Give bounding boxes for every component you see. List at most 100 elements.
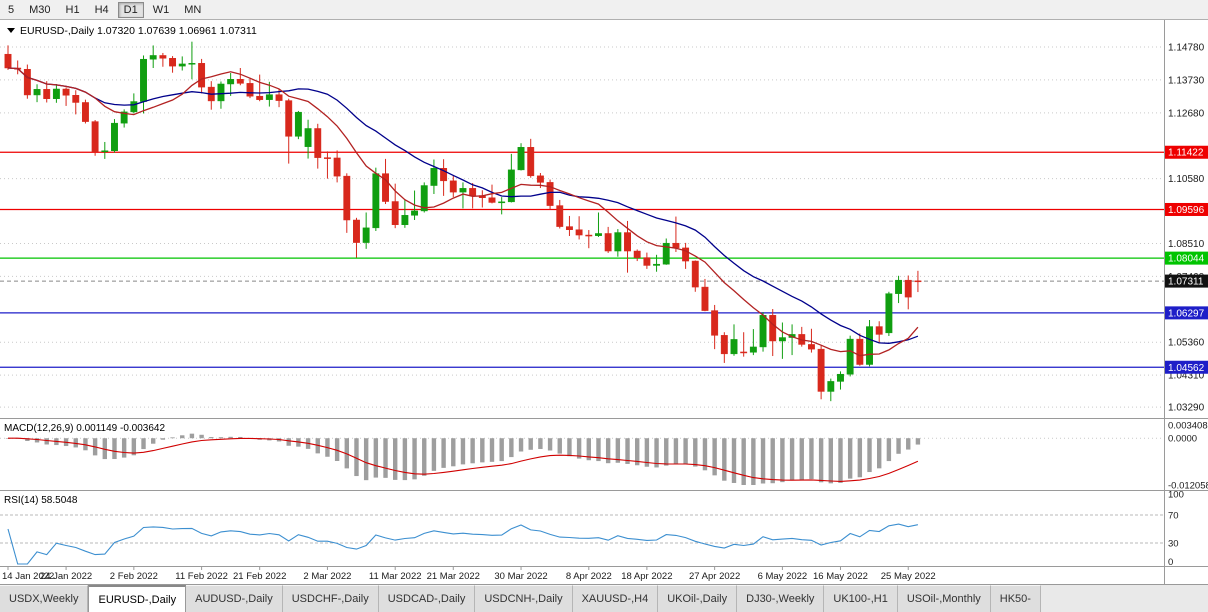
macd-histogram-bar <box>847 438 853 479</box>
candle <box>227 73 235 96</box>
candle <box>449 175 457 198</box>
candle <box>159 52 167 67</box>
macd-histogram-bar <box>625 438 630 464</box>
candle <box>23 64 31 99</box>
macd-histogram-bar <box>799 438 804 480</box>
candle <box>904 275 912 310</box>
date-tick-label: 11 Feb 2022 <box>175 571 228 582</box>
timeframe-button-m5[interactable]: 5 <box>2 2 20 18</box>
timeframe-button-mn[interactable]: MN <box>178 2 207 18</box>
candle <box>130 93 138 114</box>
macd-histogram-bar <box>896 438 901 454</box>
price-level-label <box>1165 251 1208 265</box>
price-tick-label: 1.04310 <box>1168 371 1205 382</box>
candle <box>62 87 70 106</box>
macd-histogram-bar <box>567 438 572 457</box>
symbol-tab-dj30-weekly[interactable]: DJ30-,Weekly <box>737 585 825 612</box>
candle <box>720 332 728 363</box>
ma-20-line <box>7 67 919 344</box>
rsi-axis-label: 100 <box>1168 490 1184 501</box>
macd-histogram-bar <box>344 438 349 469</box>
candle <box>401 199 409 228</box>
candle <box>653 254 661 272</box>
indicator-layer <box>0 433 1164 565</box>
candle <box>459 182 467 209</box>
macd-histogram-bar <box>422 438 427 476</box>
timeframe-button-w1[interactable]: W1 <box>147 2 176 18</box>
svg-text:1.08044: 1.08044 <box>1168 254 1205 265</box>
symbol-tab-eurusd-daily[interactable]: EURUSD-,Daily <box>88 585 187 612</box>
chart-title: EURUSD-,Daily 1.07320 1.07639 1.06961 1.… <box>20 25 257 37</box>
macd-histogram-bar <box>547 438 553 451</box>
macd-histogram-bar <box>557 438 562 454</box>
symbol-tab-usdcad-daily[interactable]: USDCAD-,Daily <box>378 585 476 612</box>
svg-text:1.04562: 1.04562 <box>1168 363 1205 374</box>
candle <box>885 291 893 336</box>
candle <box>614 229 622 257</box>
svg-text:1.09596: 1.09596 <box>1168 205 1205 216</box>
timeframe-button-h4[interactable]: H4 <box>89 2 115 18</box>
macd-histogram-bar <box>180 435 185 439</box>
ma-10-line <box>7 67 919 357</box>
moving-averages-layer <box>7 67 919 357</box>
price-tick-label: 1.08510 <box>1168 239 1205 250</box>
candle <box>91 120 99 156</box>
date-tick-label: 30 Mar 2022 <box>494 571 547 582</box>
timeframe-button-m30[interactable]: M30 <box>23 2 56 18</box>
candle <box>740 332 748 357</box>
timeframe-button-h1[interactable]: H1 <box>60 2 86 18</box>
candle <box>895 275 903 304</box>
candle <box>382 158 389 205</box>
price-tick-label: 1.12680 <box>1168 108 1205 119</box>
macd-histogram-bar <box>383 438 388 478</box>
candle <box>604 226 612 253</box>
candle <box>866 319 873 367</box>
symbol-tab-ukoil-daily[interactable]: UKOil-,Daily <box>658 585 738 612</box>
macd-histogram-bar <box>373 438 379 478</box>
symbol-tab-xauusd-h4[interactable]: XAUUSD-,H4 <box>572 585 659 612</box>
macd-histogram-bar <box>664 438 669 466</box>
timeframe-button-d1[interactable]: D1 <box>117 1 144 18</box>
macd-histogram-bar <box>760 438 766 484</box>
symbol-tab-usoil-monthly[interactable]: USOil-,Monthly <box>897 585 991 612</box>
macd-histogram-bar <box>112 438 117 460</box>
candle <box>643 252 651 269</box>
symbol-tab-hk50[interactable]: HK50- <box>990 585 1041 612</box>
candle <box>662 238 670 265</box>
macd-histogram-bar <box>770 438 775 484</box>
symbol-tab-usdx-weekly[interactable]: USDX,Weekly <box>0 585 89 612</box>
date-tick-label: 11 Mar 2022 <box>369 571 422 582</box>
macd-histogram-bar <box>499 438 504 462</box>
candle <box>682 242 690 269</box>
macd-histogram-bar <box>722 438 727 481</box>
chart-area[interactable]: 1.147801.137301.126801.105801.085101.074… <box>0 20 1208 584</box>
candle <box>856 333 864 366</box>
macd-histogram-bar <box>644 438 650 467</box>
candle <box>595 212 602 237</box>
candle <box>101 141 109 159</box>
symbol-tab-audusd-daily[interactable]: AUDUSD-,Daily <box>186 585 283 612</box>
price-tick-label: 1.14780 <box>1168 43 1205 54</box>
candle <box>430 159 438 194</box>
symbol-tab-usdchf-daily[interactable]: USDCHF-,Daily <box>282 585 379 612</box>
macd-histogram-bar <box>518 438 524 452</box>
macd-histogram-bar <box>586 438 591 461</box>
candle <box>440 159 448 196</box>
symbol-tab-usdcnh-daily[interactable]: USDCNH-,Daily <box>475 585 573 612</box>
macd-histogram-bar <box>451 438 456 467</box>
candle <box>120 109 128 128</box>
price-tick-label: 1.05360 <box>1168 338 1205 349</box>
macd-histogram-bar <box>25 438 30 441</box>
macd-title: MACD(12,26,9) 0.001149 -0.003642 <box>4 423 165 434</box>
candle <box>517 143 525 171</box>
macd-axis-label: 0.003408 <box>1168 421 1208 432</box>
macd-histogram-bar <box>393 438 398 480</box>
candle <box>527 138 535 178</box>
candle <box>178 56 186 71</box>
macd-histogram-bar <box>102 438 107 460</box>
candle <box>507 153 515 203</box>
candle <box>633 249 641 262</box>
symbol-tab-uk100-h1[interactable]: UK100-,H1 <box>824 585 898 612</box>
macd-histogram-bar <box>712 438 717 476</box>
